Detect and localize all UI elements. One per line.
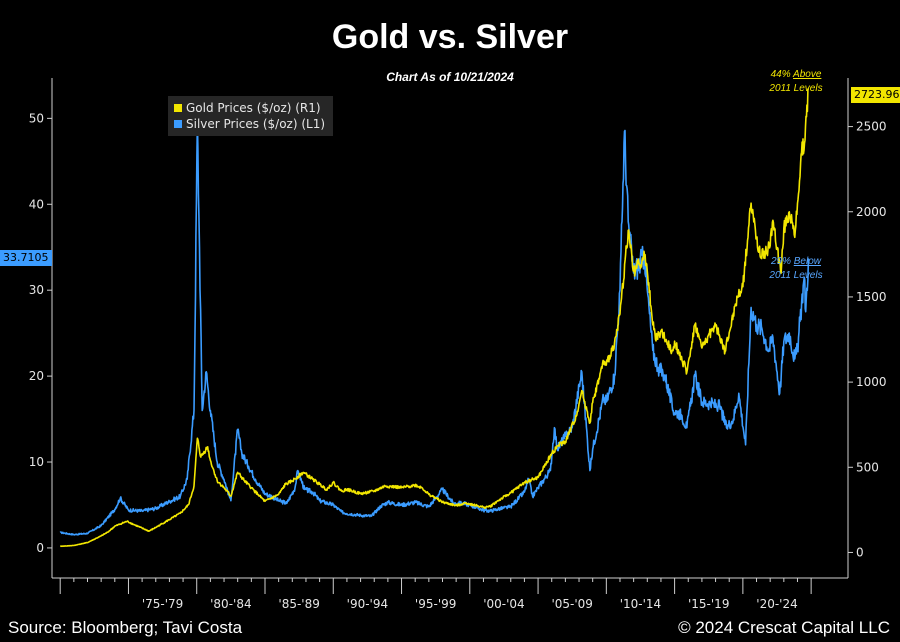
silver-last-value-tag: 33.7105 xyxy=(0,250,52,266)
gold-last-value-tag: 2723.96 xyxy=(851,87,900,103)
legend-item-silver: Silver Prices ($/oz) (L1) xyxy=(174,116,325,132)
chart-title: Gold vs. Silver xyxy=(331,18,569,56)
legend-item-gold: Gold Prices ($/oz) (R1) xyxy=(174,100,325,116)
legend-swatch-gold xyxy=(174,104,182,112)
right-tick-label: 0 xyxy=(856,545,864,559)
x-tick-label: '80-'84 xyxy=(210,597,251,611)
gold-annotation-pct: 44% xyxy=(770,69,794,80)
x-tick-label: '15-'19 xyxy=(688,597,729,611)
silver-annotation-pct: 29% xyxy=(770,256,794,267)
x-tick-label: '00-'04 xyxy=(483,597,524,611)
left-tick-label: 10 xyxy=(29,455,44,469)
left-tick-label: 20 xyxy=(29,369,44,383)
right-tick-label: 2500 xyxy=(856,120,887,134)
x-tick-label: '10-'14 xyxy=(620,597,661,611)
right-tick-label: 500 xyxy=(856,460,879,474)
right-tick-label: 2000 xyxy=(856,205,887,219)
right-tick-label: 1000 xyxy=(856,375,887,389)
left-tick-label: 40 xyxy=(29,197,44,211)
left-tick-label: 50 xyxy=(29,111,44,125)
source-note: Source: Bloomberg; Tavi Costa xyxy=(8,618,243,637)
right-tick-label: 1500 xyxy=(856,290,887,304)
x-tick-label: '90-'94 xyxy=(347,597,388,611)
left-tick-label: 30 xyxy=(29,283,44,297)
x-tick-label: '75-'79 xyxy=(142,597,183,611)
series-layer xyxy=(59,88,810,548)
silver-annotation-word: Below xyxy=(793,256,822,267)
gold-annotation-tail: 2011 Levels xyxy=(769,83,823,94)
legend-swatch-silver xyxy=(174,120,182,128)
x-tick-label: '85-'89 xyxy=(278,597,319,611)
x-tick-label: '95-'99 xyxy=(415,597,456,611)
x-tick-label: '20-'24 xyxy=(756,597,797,611)
axes-layer: 0102030405005001000150020002500'75-'79'8… xyxy=(29,78,887,611)
left-tick-label: 0 xyxy=(36,541,44,555)
legend-label-gold: Gold Prices ($/oz) (R1) xyxy=(186,101,321,115)
silver-annotation-tail: 2011 Levels xyxy=(769,270,823,281)
chart-legend: Gold Prices ($/oz) (R1) Silver Prices ($… xyxy=(168,96,334,136)
copyright-note: © 2024 Crescat Capital LLC xyxy=(678,618,890,637)
x-tick-label: '05-'09 xyxy=(551,597,592,611)
silver-annotation: 29% Below 2011 Levels xyxy=(762,255,830,283)
gold-annotation-word: Above xyxy=(793,69,822,80)
legend-label-silver: Silver Prices ($/oz) (L1) xyxy=(186,117,326,131)
silver-series-line xyxy=(59,121,810,536)
chart-subtitle: Chart As of 10/21/2024 xyxy=(386,70,514,84)
gold-series-line xyxy=(59,88,810,548)
gold-annotation: 44% Above 2011 Levels xyxy=(758,68,834,96)
